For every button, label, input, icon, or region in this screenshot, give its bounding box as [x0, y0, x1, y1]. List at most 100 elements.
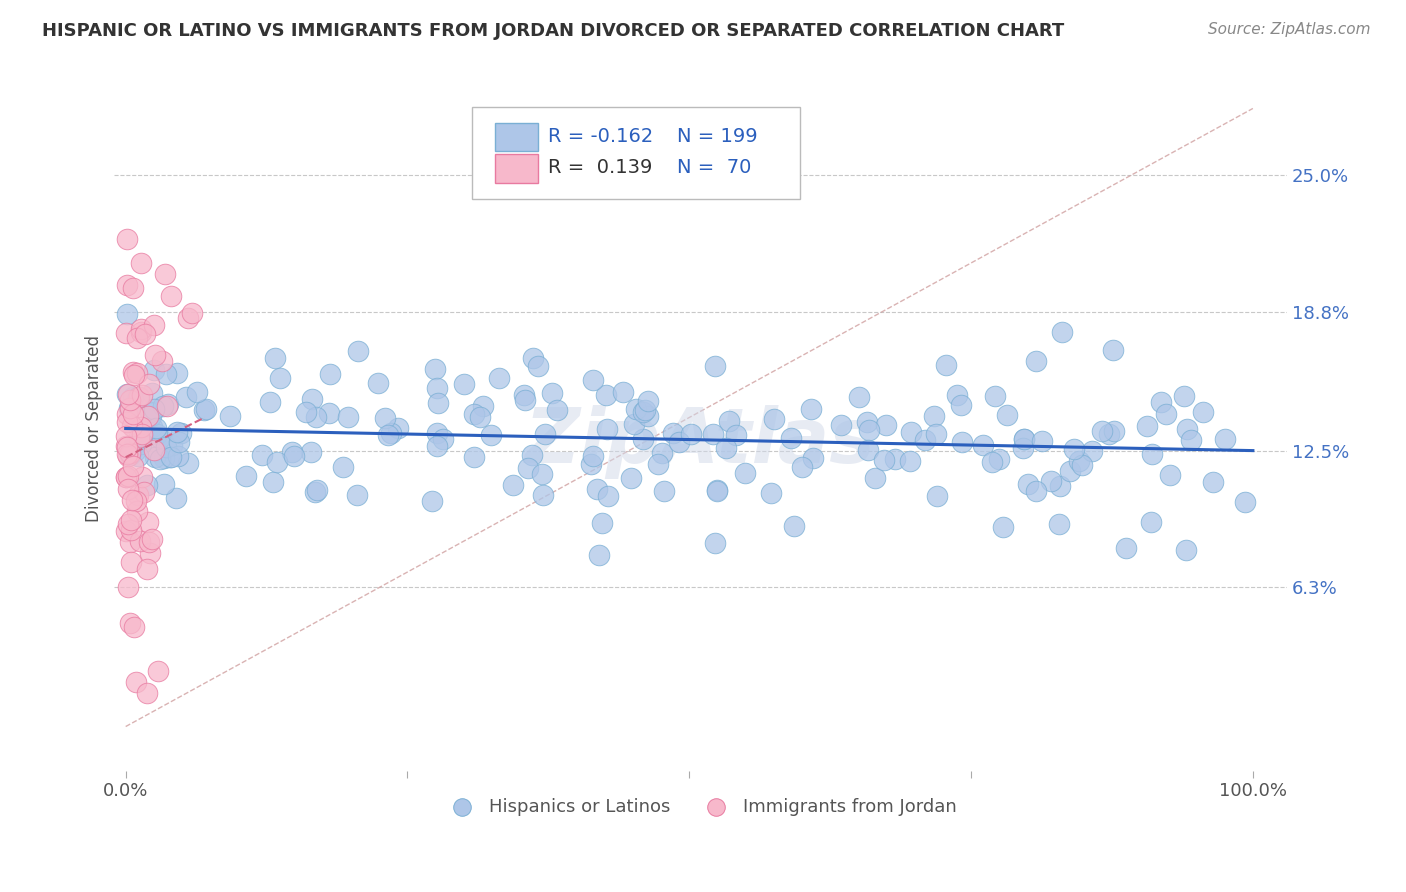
Point — [780, 431, 803, 445]
Point — [453, 377, 475, 392]
Point — [142, 401, 165, 416]
Point — [1191, 405, 1213, 419]
Point — [115, 326, 138, 340]
Point — [141, 420, 163, 434]
Point — [152, 400, 174, 414]
Point — [129, 325, 152, 339]
Point — [546, 403, 568, 417]
Point — [988, 452, 1011, 467]
Point — [167, 449, 190, 463]
Point — [117, 468, 139, 483]
Point — [121, 407, 143, 421]
Point — [136, 477, 159, 491]
Point — [624, 402, 647, 417]
Point — [264, 351, 287, 366]
Point — [160, 438, 183, 452]
Point — [596, 422, 619, 436]
Point — [1017, 476, 1039, 491]
Point — [152, 477, 174, 491]
Point — [1102, 424, 1125, 438]
Point — [620, 471, 643, 485]
Point — [128, 430, 150, 444]
FancyBboxPatch shape — [472, 107, 800, 199]
Point — [117, 483, 139, 497]
Point — [159, 450, 181, 464]
Point — [1025, 353, 1047, 368]
Point — [305, 483, 328, 497]
Point — [1047, 517, 1070, 532]
Point — [117, 449, 139, 463]
Point — [531, 467, 554, 481]
Point — [118, 446, 141, 460]
Text: HISPANIC OR LATINO VS IMMIGRANTS FROM JORDAN DIVORCED OR SEPARATED CORRELATION C: HISPANIC OR LATINO VS IMMIGRANTS FROM JO… — [42, 22, 1064, 40]
Point — [136, 686, 159, 700]
Point — [1049, 479, 1071, 493]
Point — [136, 516, 159, 530]
Point — [1101, 343, 1123, 358]
Point — [517, 460, 540, 475]
Point — [1159, 468, 1181, 483]
Point — [122, 281, 145, 295]
Point — [579, 457, 602, 471]
Point — [534, 427, 557, 442]
Point — [631, 404, 654, 418]
Point — [124, 444, 146, 458]
Point — [1202, 475, 1225, 490]
Point — [531, 488, 554, 502]
Point — [160, 450, 183, 465]
Text: N = 199: N = 199 — [678, 127, 758, 145]
Point — [155, 440, 177, 454]
Point — [118, 616, 141, 631]
Point — [118, 534, 141, 549]
Point — [115, 278, 138, 293]
Point — [623, 417, 645, 431]
Point — [131, 470, 153, 484]
Point — [155, 368, 177, 382]
Point — [875, 417, 897, 432]
Point — [935, 358, 957, 372]
Point — [1071, 458, 1094, 473]
Point — [153, 267, 176, 281]
Point — [121, 419, 143, 434]
Point — [703, 359, 725, 374]
Point — [120, 513, 142, 527]
Text: Source: ZipAtlas.com: Source: ZipAtlas.com — [1208, 22, 1371, 37]
Point — [143, 318, 166, 333]
Point — [1040, 474, 1063, 488]
Point — [1012, 441, 1035, 455]
Point — [463, 407, 485, 421]
Point — [1067, 454, 1090, 468]
Point — [269, 371, 291, 385]
Point — [301, 392, 323, 406]
Point — [186, 384, 208, 399]
Point — [925, 426, 948, 441]
Point — [945, 387, 967, 401]
Point — [263, 475, 285, 490]
Point — [118, 401, 141, 416]
Point — [1012, 432, 1035, 446]
Point — [143, 450, 166, 464]
Point — [1173, 388, 1195, 402]
Point — [138, 535, 160, 549]
Point — [950, 398, 973, 412]
Point — [122, 391, 145, 405]
Point — [295, 405, 318, 419]
Point — [997, 408, 1019, 422]
Point — [426, 381, 449, 395]
Point — [156, 397, 179, 411]
Point — [420, 493, 443, 508]
Point — [235, 469, 257, 483]
Point — [142, 363, 165, 377]
Point — [148, 431, 170, 445]
Point — [332, 460, 354, 475]
Point — [319, 367, 342, 381]
Point — [426, 425, 449, 440]
Point — [129, 256, 152, 270]
Point — [141, 409, 163, 423]
Point — [115, 469, 138, 483]
Point — [127, 331, 149, 345]
Point — [176, 311, 198, 326]
Point — [1025, 484, 1047, 499]
Point — [115, 415, 138, 429]
Point — [142, 442, 165, 456]
